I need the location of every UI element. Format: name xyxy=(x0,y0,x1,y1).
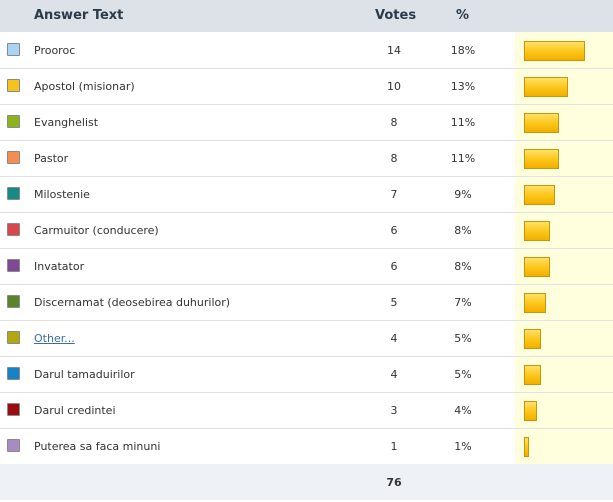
vote-percent: 9% xyxy=(454,188,472,201)
result-bar xyxy=(524,329,541,349)
answer-label: Discernamat (deosebirea duhurilor) xyxy=(34,296,231,309)
legend-color-swatch xyxy=(7,367,20,380)
answer-label: Prooroc xyxy=(34,44,76,57)
column-header-votes: Votes xyxy=(375,8,417,23)
legend-color-swatch xyxy=(7,115,20,128)
result-bar xyxy=(524,365,541,385)
vote-count: 1 xyxy=(390,440,398,453)
vote-count: 8 xyxy=(390,152,398,165)
vote-percent: 5% xyxy=(454,332,472,345)
answer-label: Milostenie xyxy=(34,188,90,201)
answer-label: Carmuitor (conducere) xyxy=(34,224,159,237)
result-bar xyxy=(524,113,559,133)
answer-label: Invatator xyxy=(34,260,85,273)
legend-color-swatch xyxy=(7,295,20,308)
vote-percent: 7% xyxy=(454,296,472,309)
column-header-percent: % xyxy=(456,8,470,23)
vote-count: 6 xyxy=(390,224,398,237)
vote-count: 10 xyxy=(387,80,401,93)
table-row: Darul tamaduirilor 4 5% xyxy=(0,357,613,393)
vote-percent: 5% xyxy=(454,368,472,381)
vote-count: 5 xyxy=(390,296,398,309)
vote-count: 3 xyxy=(390,404,398,417)
table-row: Other... 4 5% xyxy=(0,321,613,357)
result-bar xyxy=(524,185,555,205)
result-bar xyxy=(524,293,546,313)
vote-count: 7 xyxy=(390,188,398,201)
table-row: Darul credintei 3 4% xyxy=(0,393,613,429)
result-bar xyxy=(524,41,585,61)
legend-color-swatch xyxy=(7,403,20,416)
result-bar xyxy=(524,437,529,457)
total-votes: 76 xyxy=(386,476,402,489)
vote-percent: 13% xyxy=(450,80,476,93)
vote-percent: 18% xyxy=(450,44,476,57)
vote-percent: 11% xyxy=(450,116,476,129)
vote-percent: 4% xyxy=(454,404,472,417)
vote-count: 4 xyxy=(390,368,398,381)
result-bar xyxy=(524,401,537,421)
vote-percent: 1% xyxy=(454,440,472,453)
vote-count: 4 xyxy=(390,332,398,345)
legend-color-swatch xyxy=(7,223,20,236)
legend-color-swatch xyxy=(7,259,20,272)
answer-label: Darul tamaduirilor xyxy=(34,368,135,381)
table-row: Discernamat (deosebirea duhurilor) 5 7% xyxy=(0,285,613,321)
vote-percent: 8% xyxy=(454,260,472,273)
legend-color-swatch xyxy=(7,43,20,56)
result-bar xyxy=(524,221,550,241)
table-footer: 76 xyxy=(0,464,613,500)
other-answers-link[interactable]: Other... xyxy=(34,332,75,345)
table-row: Carmuitor (conducere) 6 8% xyxy=(0,213,613,249)
vote-percent: 11% xyxy=(450,152,476,165)
legend-color-swatch xyxy=(7,151,20,164)
answer-label: Evanghelist xyxy=(34,116,99,129)
table-row: Pastor 8 11% xyxy=(0,141,613,177)
table-row: Evanghelist 8 11% xyxy=(0,105,613,141)
table-row: Puterea sa faca minuni 1 1% xyxy=(0,429,613,465)
legend-color-swatch xyxy=(7,331,20,344)
vote-count: 14 xyxy=(387,44,401,57)
vote-count: 6 xyxy=(390,260,398,273)
vote-count: 8 xyxy=(390,116,398,129)
column-header-answer: Answer Text xyxy=(34,8,124,23)
legend-color-swatch xyxy=(7,439,20,452)
table-row: Prooroc 14 18% xyxy=(0,33,613,69)
answer-label: Pastor xyxy=(34,152,69,165)
answer-label: Puterea sa faca minuni xyxy=(34,440,161,453)
answer-label: Darul credintei xyxy=(34,404,116,417)
table-row: Invatator 6 8% xyxy=(0,249,613,285)
legend-color-swatch xyxy=(7,79,20,92)
vote-percent: 8% xyxy=(454,224,472,237)
result-bar xyxy=(524,257,550,277)
result-bar xyxy=(524,149,559,169)
legend-color-swatch xyxy=(7,187,20,200)
table-row: Apostol (misionar) 10 13% xyxy=(0,69,613,105)
answer-label: Apostol (misionar) xyxy=(34,80,135,93)
table-header: Answer Text Votes % xyxy=(0,0,613,32)
result-bar xyxy=(524,77,568,97)
table-row: Milostenie 7 9% xyxy=(0,177,613,213)
